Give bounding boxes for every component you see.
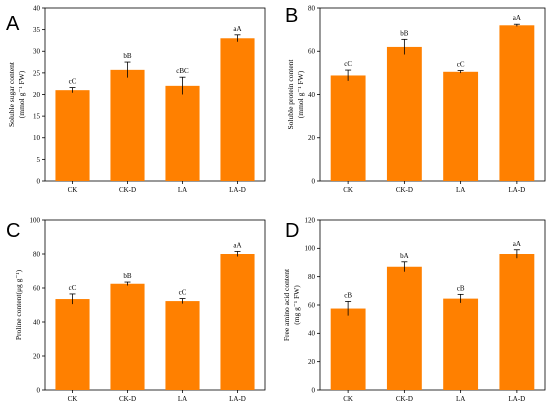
y-tick-label: 60 [308, 48, 316, 56]
y-tick-label: 80 [308, 273, 316, 281]
y-axis-label: (mmol g⁻¹ FW) [17, 70, 26, 118]
bar [499, 254, 535, 390]
significance-label: bB [123, 52, 132, 60]
y-tick-label: 0 [312, 177, 316, 185]
x-tick-label: CK-D [119, 395, 136, 403]
y-tick-label: 15 [33, 113, 41, 121]
panel-letter: C [6, 220, 20, 242]
x-tick-label: LA [456, 186, 465, 194]
significance-label: aA [513, 14, 521, 22]
y-tick-label: 80 [33, 250, 41, 258]
y-tick-label: 120 [305, 216, 316, 224]
bar [330, 75, 366, 181]
panel-letter: B [285, 5, 298, 27]
bar [499, 25, 535, 181]
x-tick-label: LA-D [229, 395, 246, 403]
y-tick-label: 30 [33, 48, 41, 56]
y-tick-label: 20 [308, 134, 316, 142]
chart-panel-c: C 0 20 40 60 80 100 Proline content(μg g⁻¹) cC CK… [6, 216, 266, 403]
bar [443, 71, 479, 181]
bar [443, 298, 479, 390]
bar [165, 85, 200, 181]
x-tick-label: CK-D [396, 395, 413, 403]
panel-letter: D [285, 220, 299, 242]
significance-label: cC [179, 289, 187, 297]
y-tick-label: 40 [308, 91, 316, 99]
bar [330, 308, 366, 390]
bar [55, 299, 90, 390]
x-tick-label: LA [456, 395, 465, 403]
bar [55, 90, 90, 181]
significance-label: cC [344, 60, 352, 68]
chart-panel-a: A 0 5 10 15 20 25 30 35 40 Soluble sugar content (m… [6, 4, 266, 194]
x-tick-label: CK [343, 186, 353, 194]
significance-label: cC [69, 284, 77, 292]
y-tick-label: 20 [33, 91, 41, 99]
x-tick-label: CK [68, 186, 78, 194]
x-tick-label: CK [343, 395, 353, 403]
significance-label: cB [344, 291, 352, 299]
y-tick-label: 20 [33, 352, 41, 360]
significance-label: bB [123, 272, 132, 280]
bar [386, 266, 422, 390]
significance-label: cC [457, 60, 465, 68]
bar [386, 46, 422, 181]
y-tick-label: 40 [308, 330, 316, 338]
x-tick-label: LA-D [509, 395, 526, 403]
x-tick-label: LA-D [509, 186, 526, 194]
y-tick-label: 100 [30, 216, 41, 224]
y-axis-label: (mmol g⁻¹ FW) [296, 70, 305, 118]
y-tick-label: 35 [33, 26, 41, 34]
y-tick-label: 100 [305, 245, 316, 253]
panel-letter: A [6, 13, 20, 35]
y-tick-label: 0 [37, 177, 41, 185]
y-tick-label: 5 [37, 156, 41, 164]
x-tick-label: CK-D [119, 186, 136, 194]
x-tick-label: LA [178, 395, 187, 403]
significance-label: cC [69, 78, 77, 86]
bar [110, 283, 145, 390]
y-axis-label: Free amino acid content [282, 268, 291, 341]
significance-label: aA [233, 25, 241, 33]
bar [165, 301, 200, 390]
y-axis-label: Soluble protein content [286, 59, 295, 130]
y-axis-label: Proline content(μg g⁻¹) [14, 269, 23, 340]
plot-frame [44, 219, 266, 391]
significance-label: bB [400, 29, 409, 37]
significance-label: aA [513, 240, 521, 248]
y-tick-label: 0 [37, 386, 41, 394]
x-tick-label: LA-D [229, 186, 246, 194]
y-tick-label: 10 [33, 134, 41, 142]
x-tick-label: LA [178, 186, 187, 194]
y-tick-label: 25 [33, 69, 41, 77]
significance-label: aA [233, 241, 241, 249]
bar [220, 254, 255, 390]
y-tick-label: 20 [308, 358, 316, 366]
chart-panel-b: B 0 20 40 60 80 Soluble protein content (mmol g… [285, 4, 546, 194]
x-tick-label: CK [68, 395, 78, 403]
bar [110, 69, 145, 181]
bar [220, 38, 255, 182]
y-tick-label: 80 [308, 4, 316, 12]
y-tick-label: 40 [33, 318, 41, 326]
y-axis-label: Soluble sugar content [7, 61, 16, 127]
significance-label: cBC [176, 67, 189, 75]
x-tick-label: CK-D [396, 186, 413, 194]
y-axis-label: (mg g⁻¹ FW) [292, 285, 301, 325]
y-tick-label: 60 [33, 284, 41, 292]
y-tick-label: 60 [308, 301, 316, 309]
significance-label: bA [400, 252, 409, 260]
y-tick-label: 40 [33, 4, 41, 12]
chart-panel-d: D 0 20 40 60 80 100 120 Free amino acid content(… [282, 216, 546, 403]
y-tick-label: 0 [312, 386, 316, 394]
significance-label: cB [457, 284, 465, 292]
